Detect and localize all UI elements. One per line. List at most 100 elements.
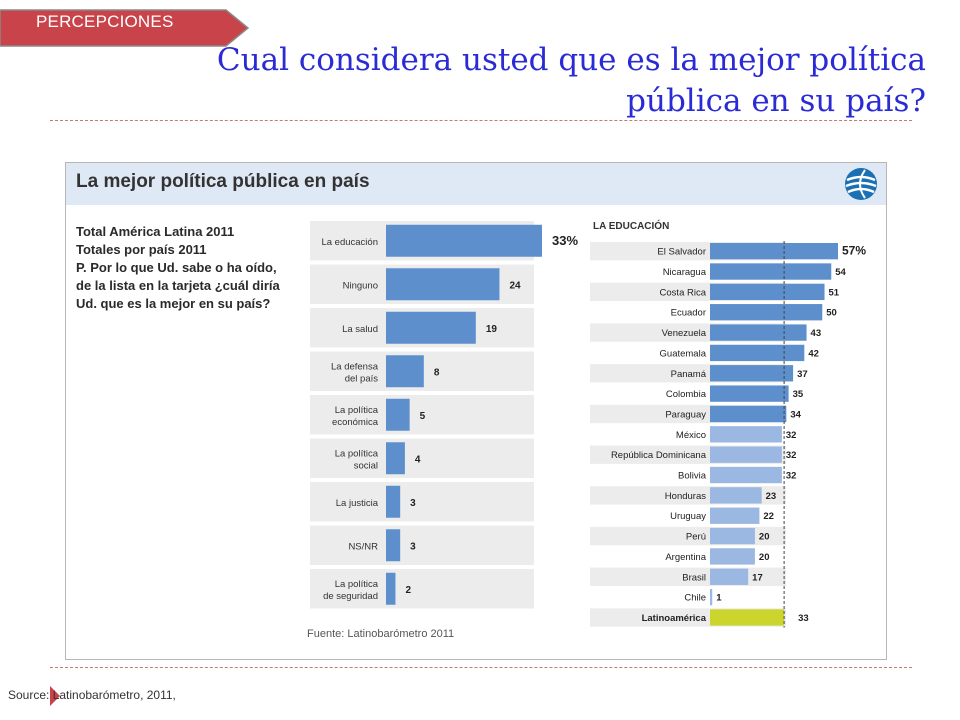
bar	[710, 304, 823, 321]
chart-figure: La mejor política pública en país Total …	[65, 162, 887, 660]
data-label: 8	[434, 367, 440, 378]
data-label: 37	[797, 369, 808, 380]
category-label: La justicia	[336, 498, 379, 509]
category-label: NS/NR	[348, 541, 378, 552]
data-label: 1	[716, 593, 722, 604]
bar	[710, 324, 807, 341]
data-label: 2	[405, 585, 411, 596]
bar	[386, 311, 476, 344]
bar	[710, 243, 838, 260]
country-label: Paraguay	[665, 409, 706, 420]
figure-footnote: Fuente: Latinobarómetro 2011	[307, 628, 455, 640]
education-by-country-bar-chart: El Salvador 57% Nicaragua 54 Costa Rica 51 Ecu…	[590, 241, 866, 628]
data-label: 57%	[842, 244, 866, 258]
section-tag-label: PERCEPCIONES	[36, 12, 174, 31]
data-label: 42	[808, 348, 819, 359]
figure-title: La mejor política pública en país	[76, 171, 370, 192]
data-label: 32	[786, 430, 797, 441]
country-label: Chile	[684, 593, 706, 604]
bar	[386, 485, 401, 518]
category-label: de seguridad	[323, 591, 378, 602]
bar	[710, 365, 794, 382]
country-label: Argentina	[665, 552, 706, 563]
page-title: Cual considera usted que es la mejor pol…	[66, 40, 926, 122]
tag-arrow-shape	[0, 9, 250, 47]
category-label: del país	[345, 373, 379, 384]
data-label: 4	[415, 454, 421, 465]
latinobarometro-logo-icon	[845, 168, 877, 200]
bar	[710, 426, 782, 443]
data-label: 3	[410, 541, 416, 552]
bar	[710, 466, 782, 484]
bar	[710, 405, 787, 423]
category-label: La educación	[321, 237, 378, 248]
bar	[710, 263, 832, 280]
country-label: Latinoamérica	[642, 613, 707, 624]
data-label: 20	[759, 552, 770, 563]
data-label: 32	[786, 450, 797, 461]
data-label: 17	[752, 572, 763, 583]
data-label: 33	[798, 613, 809, 624]
question-line: Ud. que es la mejor en su país?	[76, 296, 271, 311]
bar	[386, 442, 405, 475]
category-label: social	[354, 460, 378, 471]
country-label: Brasil	[682, 572, 706, 583]
bar	[710, 548, 755, 565]
section-tag	[0, 9, 250, 47]
bar	[710, 568, 749, 585]
country-label: Bolivia	[678, 471, 707, 482]
country-label: México	[676, 430, 706, 441]
bar	[710, 446, 782, 463]
source-marker-icon	[50, 686, 60, 706]
bar	[386, 224, 542, 257]
question-line: de la lista en la tarjeta ¿cuál diría	[76, 278, 280, 293]
country-label: Nicaragua	[663, 267, 707, 278]
country-label: El Salvador	[657, 247, 706, 258]
bar	[710, 507, 760, 524]
data-label: 34	[790, 409, 801, 420]
category-label: La política	[335, 448, 379, 459]
question-line: Totales por país 2011	[76, 242, 207, 257]
question-text: Total América Latina 2011 Totales por pa…	[76, 223, 298, 313]
category-band	[310, 525, 534, 565]
category-band	[310, 438, 534, 478]
page-title-line-1: Cual considera usted que es la mejor pol…	[216, 42, 926, 78]
country-label: Ecuador	[671, 308, 706, 319]
country-label: Venezuela	[662, 328, 707, 339]
data-label: 51	[829, 287, 840, 298]
bar	[386, 268, 500, 301]
bar	[710, 588, 713, 606]
country-label: Uruguay	[670, 511, 706, 522]
country-label: Colombia	[666, 389, 707, 400]
category-label: La política	[335, 579, 379, 590]
data-label: 19	[486, 324, 498, 335]
data-label: 24	[509, 280, 521, 291]
category-label: La política	[335, 405, 379, 416]
category-band	[310, 569, 534, 609]
data-label: 5	[420, 411, 426, 422]
country-label: Honduras	[665, 491, 706, 502]
data-label: 54	[835, 267, 846, 278]
divider-top	[50, 120, 912, 121]
data-label: 33%	[552, 233, 578, 248]
country-label: Perú	[686, 532, 706, 543]
data-label: 23	[766, 491, 777, 502]
data-label: 43	[811, 328, 822, 339]
category-label: La defensa	[331, 361, 379, 372]
bar	[386, 529, 401, 562]
bar	[710, 487, 762, 504]
data-label: 20	[759, 532, 770, 543]
category-label: económica	[332, 417, 379, 428]
page-title-line-2: pública en su país?	[626, 83, 926, 119]
data-label: 32	[786, 471, 797, 482]
bar	[710, 385, 789, 402]
source-note: Source: Latinobarómetro, 2011,	[8, 688, 176, 702]
country-label: República Dominicana	[611, 450, 707, 461]
country-label: Guatemala	[660, 348, 707, 359]
bar	[710, 609, 785, 626]
bar	[710, 283, 825, 301]
category-band	[310, 395, 534, 435]
country-chart-title: LA EDUCACIÓN	[593, 221, 670, 232]
question-line: Total América Latina 2011	[76, 224, 235, 239]
